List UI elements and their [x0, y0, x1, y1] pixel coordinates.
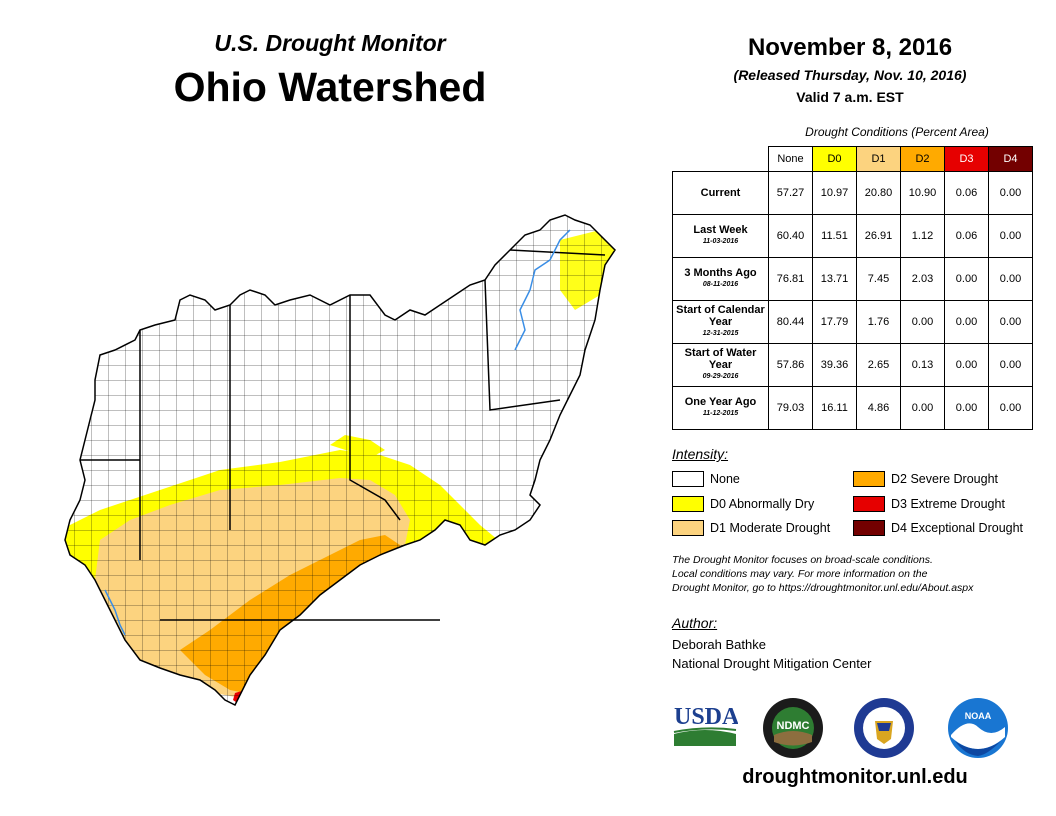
drought-stats-table: None D0 D1 D2 D3 D4 Current 57.27 10.97 …: [672, 146, 1033, 430]
table-header-row: None D0 D1 D2 D3 D4: [673, 146, 1033, 172]
table-cell: 0.00: [900, 300, 945, 344]
row-label: 3 Months Ago 08-11-2016: [672, 257, 769, 301]
table-cell: 0.00: [988, 300, 1033, 344]
table-cell: 0.00: [988, 343, 1033, 387]
table-cell: 13.71: [812, 257, 857, 301]
table-cell: 0.06: [944, 171, 989, 215]
basin-outline: [64, 214, 616, 707]
table-row: Current 57.27 10.97 20.80 10.90 0.06 0.0…: [672, 171, 1033, 215]
row-label: One Year Ago 11-12-2015: [672, 386, 769, 430]
table-cell: 2.03: [900, 257, 945, 301]
table-cell: 20.80: [856, 171, 901, 215]
map-subtitle: U.S. Drought Monitor: [214, 30, 446, 56]
legend-item-d4: D4 Exceptional Drought: [853, 520, 1023, 536]
table-cell: 10.90: [900, 171, 945, 215]
author-name: Deborah Bathke: [672, 637, 766, 652]
release-date: (Released Thursday, Nov. 10, 2016): [733, 67, 967, 83]
legend-item-d3: D3 Extreme Drought: [853, 496, 1005, 512]
table-cell: 0.00: [988, 386, 1033, 430]
table-cell: 0.00: [900, 386, 945, 430]
noaa-logo: NOAA: [948, 698, 1008, 758]
table-row: 3 Months Ago 08-11-2016 76.81 13.71 7.45 …: [672, 257, 1033, 301]
table-cell: 1.12: [900, 214, 945, 258]
table-cell: 0.00: [988, 257, 1033, 301]
table-cell: 80.44: [768, 300, 813, 344]
legend-swatch: [853, 471, 885, 487]
table-cell: 57.27: [768, 171, 813, 215]
legend-swatch: [853, 496, 885, 512]
table-cell: 1.76: [856, 300, 901, 344]
table-cell: 16.11: [812, 386, 857, 430]
row-label: Current: [672, 171, 769, 215]
usda-logo: USDA: [673, 704, 738, 746]
legend-swatch: [672, 471, 704, 487]
map-title: Ohio Watershed: [173, 64, 487, 110]
table-cell: 2.65: [856, 343, 901, 387]
legend-item-d1: D1 Moderate Drought: [672, 520, 830, 536]
drought-map: [64, 214, 616, 707]
row-label: Start of Calendar Year 12-31-2015: [672, 300, 769, 344]
author-heading: Author:: [672, 615, 718, 631]
col-d3: D3: [944, 146, 989, 172]
legend-item-d2: D2 Severe Drought: [853, 471, 998, 487]
table-cell: 26.91: [856, 214, 901, 258]
valid-time: Valid 7 a.m. EST: [796, 89, 904, 105]
legend-swatch: [672, 496, 704, 512]
col-d2: D2: [900, 146, 945, 172]
table-caption: Drought Conditions (Percent Area): [805, 125, 989, 139]
table-cell: 39.36: [812, 343, 857, 387]
river-line: [514, 229, 571, 351]
table-cell: 0.13: [900, 343, 945, 387]
legend-swatch: [853, 520, 885, 536]
legend-title: Intensity:: [672, 446, 729, 462]
col-d1: D1: [856, 146, 901, 172]
table-cell: 0.00: [988, 171, 1033, 215]
svg-text:NOAA: NOAA: [965, 711, 992, 721]
commerce-seal-logo: [854, 698, 914, 758]
author-organization: National Drought Mitigation Center: [672, 656, 872, 671]
svg-text:USDA: USDA: [674, 704, 738, 730]
legend-item-none: None: [672, 471, 740, 487]
row-label: Last Week 11-03-2016: [672, 214, 769, 258]
svg-text:NDMC: NDMC: [777, 720, 810, 732]
table-cell: 17.79: [812, 300, 857, 344]
table-cell: 10.97: [812, 171, 857, 215]
table-cell: 0.00: [944, 257, 989, 301]
disclaimer-note: The Drought Monitor focuses on broad-sca…: [672, 554, 974, 594]
col-d4: D4: [988, 146, 1033, 172]
table-row: Start of Calendar Year 12-31-2015 80.44 1…: [672, 300, 1033, 344]
col-d0: D0: [812, 146, 857, 172]
table-row: One Year Ago 11-12-2015 79.03 16.11 4.86 …: [672, 386, 1033, 430]
table-cell: 57.86: [768, 343, 813, 387]
table-cell: 4.86: [856, 386, 901, 430]
ndmc-logo: NDMC: [763, 698, 823, 758]
table-cell: 76.81: [768, 257, 813, 301]
map-date: November 8, 2016: [747, 34, 953, 61]
table-cell: 0.00: [944, 343, 989, 387]
table-cell: 60.40: [768, 214, 813, 258]
site-url[interactable]: droughtmonitor.unl.edu: [742, 766, 968, 788]
river-line-west: [104, 589, 126, 636]
table-row: Start of Water Year 09-29-2016 57.86 39.3…: [672, 343, 1033, 387]
state-boundaries: [80, 249, 606, 621]
table-cell: 0.00: [988, 214, 1033, 258]
col-none: None: [768, 146, 813, 172]
table-cell: 7.45: [856, 257, 901, 301]
table-cell: 0.00: [944, 300, 989, 344]
legend-swatch: [672, 520, 704, 536]
table-cell: 11.51: [812, 214, 857, 258]
table-cell: 79.03: [768, 386, 813, 430]
row-label: Start of Water Year 09-29-2016: [672, 343, 769, 387]
legend-item-d0: D0 Abnormally Dry: [672, 496, 814, 512]
table-cell: 0.06: [944, 214, 989, 258]
table-cell: 0.00: [944, 386, 989, 430]
table-row: Last Week 11-03-2016 60.40 11.51 26.91 1.…: [672, 214, 1033, 258]
